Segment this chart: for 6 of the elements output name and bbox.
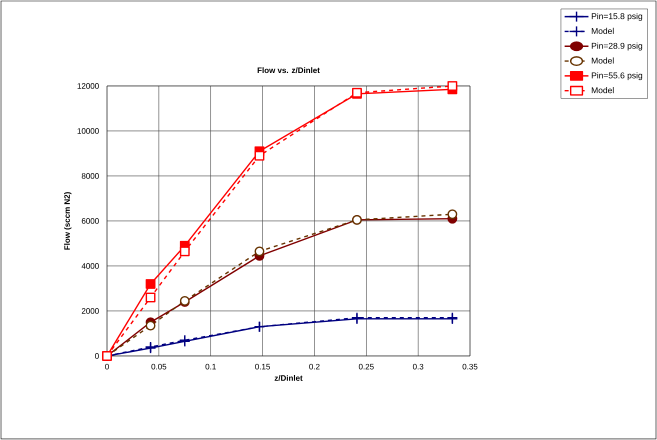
legend-label: Model (592, 28, 614, 34)
legend-label: Pin=55.6 psig (592, 72, 642, 80)
legend-label: Pin=15.8 psig (592, 12, 642, 21)
legend-label: Pin=28.9 psig (592, 42, 642, 50)
legend-label: Model (592, 57, 614, 64)
legend-label: Model (592, 87, 614, 94)
